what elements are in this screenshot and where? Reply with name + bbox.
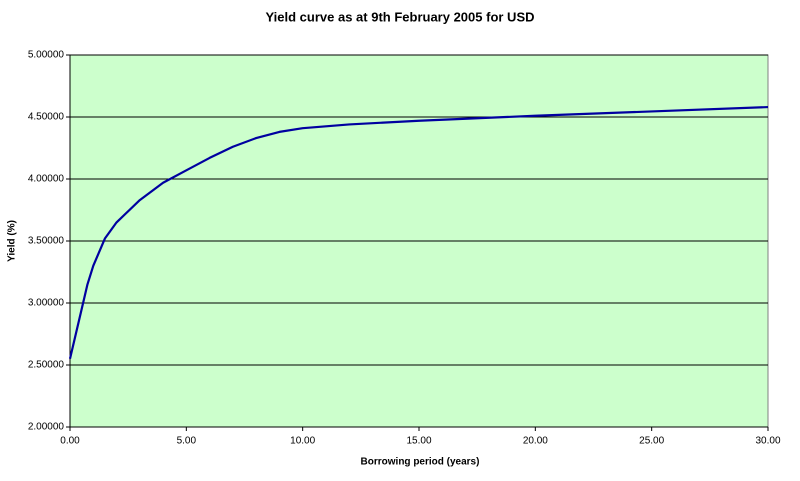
y-tick-label: 5.00000 <box>28 50 65 61</box>
x-tick-label: 0.00 <box>60 436 80 447</box>
line <box>68 105 769 360</box>
x-tick-label: 10.00 <box>290 436 315 447</box>
x-tick-label: 5.00 <box>177 436 197 447</box>
x-axis-title: Borrowing period (years) <box>361 457 480 468</box>
y-tick-label: 2.00000 <box>28 422 65 433</box>
x-tick-label: 15.00 <box>406 436 431 447</box>
x-tick-label: 30.00 <box>755 436 780 447</box>
y-axis-title: Yield (%) <box>7 220 18 262</box>
x-tick-label: 20.00 <box>523 436 548 447</box>
y-tick-label: 3.50000 <box>28 236 65 247</box>
y-tick-label: 2.50000 <box>28 360 65 371</box>
y-tick-label: 4.50000 <box>28 112 65 123</box>
y-tick-label: 4.00000 <box>28 174 65 185</box>
y-tick-label: 3.00000 <box>28 298 65 309</box>
x-tick-label: 25.00 <box>639 436 664 447</box>
chart-title: Yield curve as at 9th February 2005 for … <box>265 9 534 24</box>
